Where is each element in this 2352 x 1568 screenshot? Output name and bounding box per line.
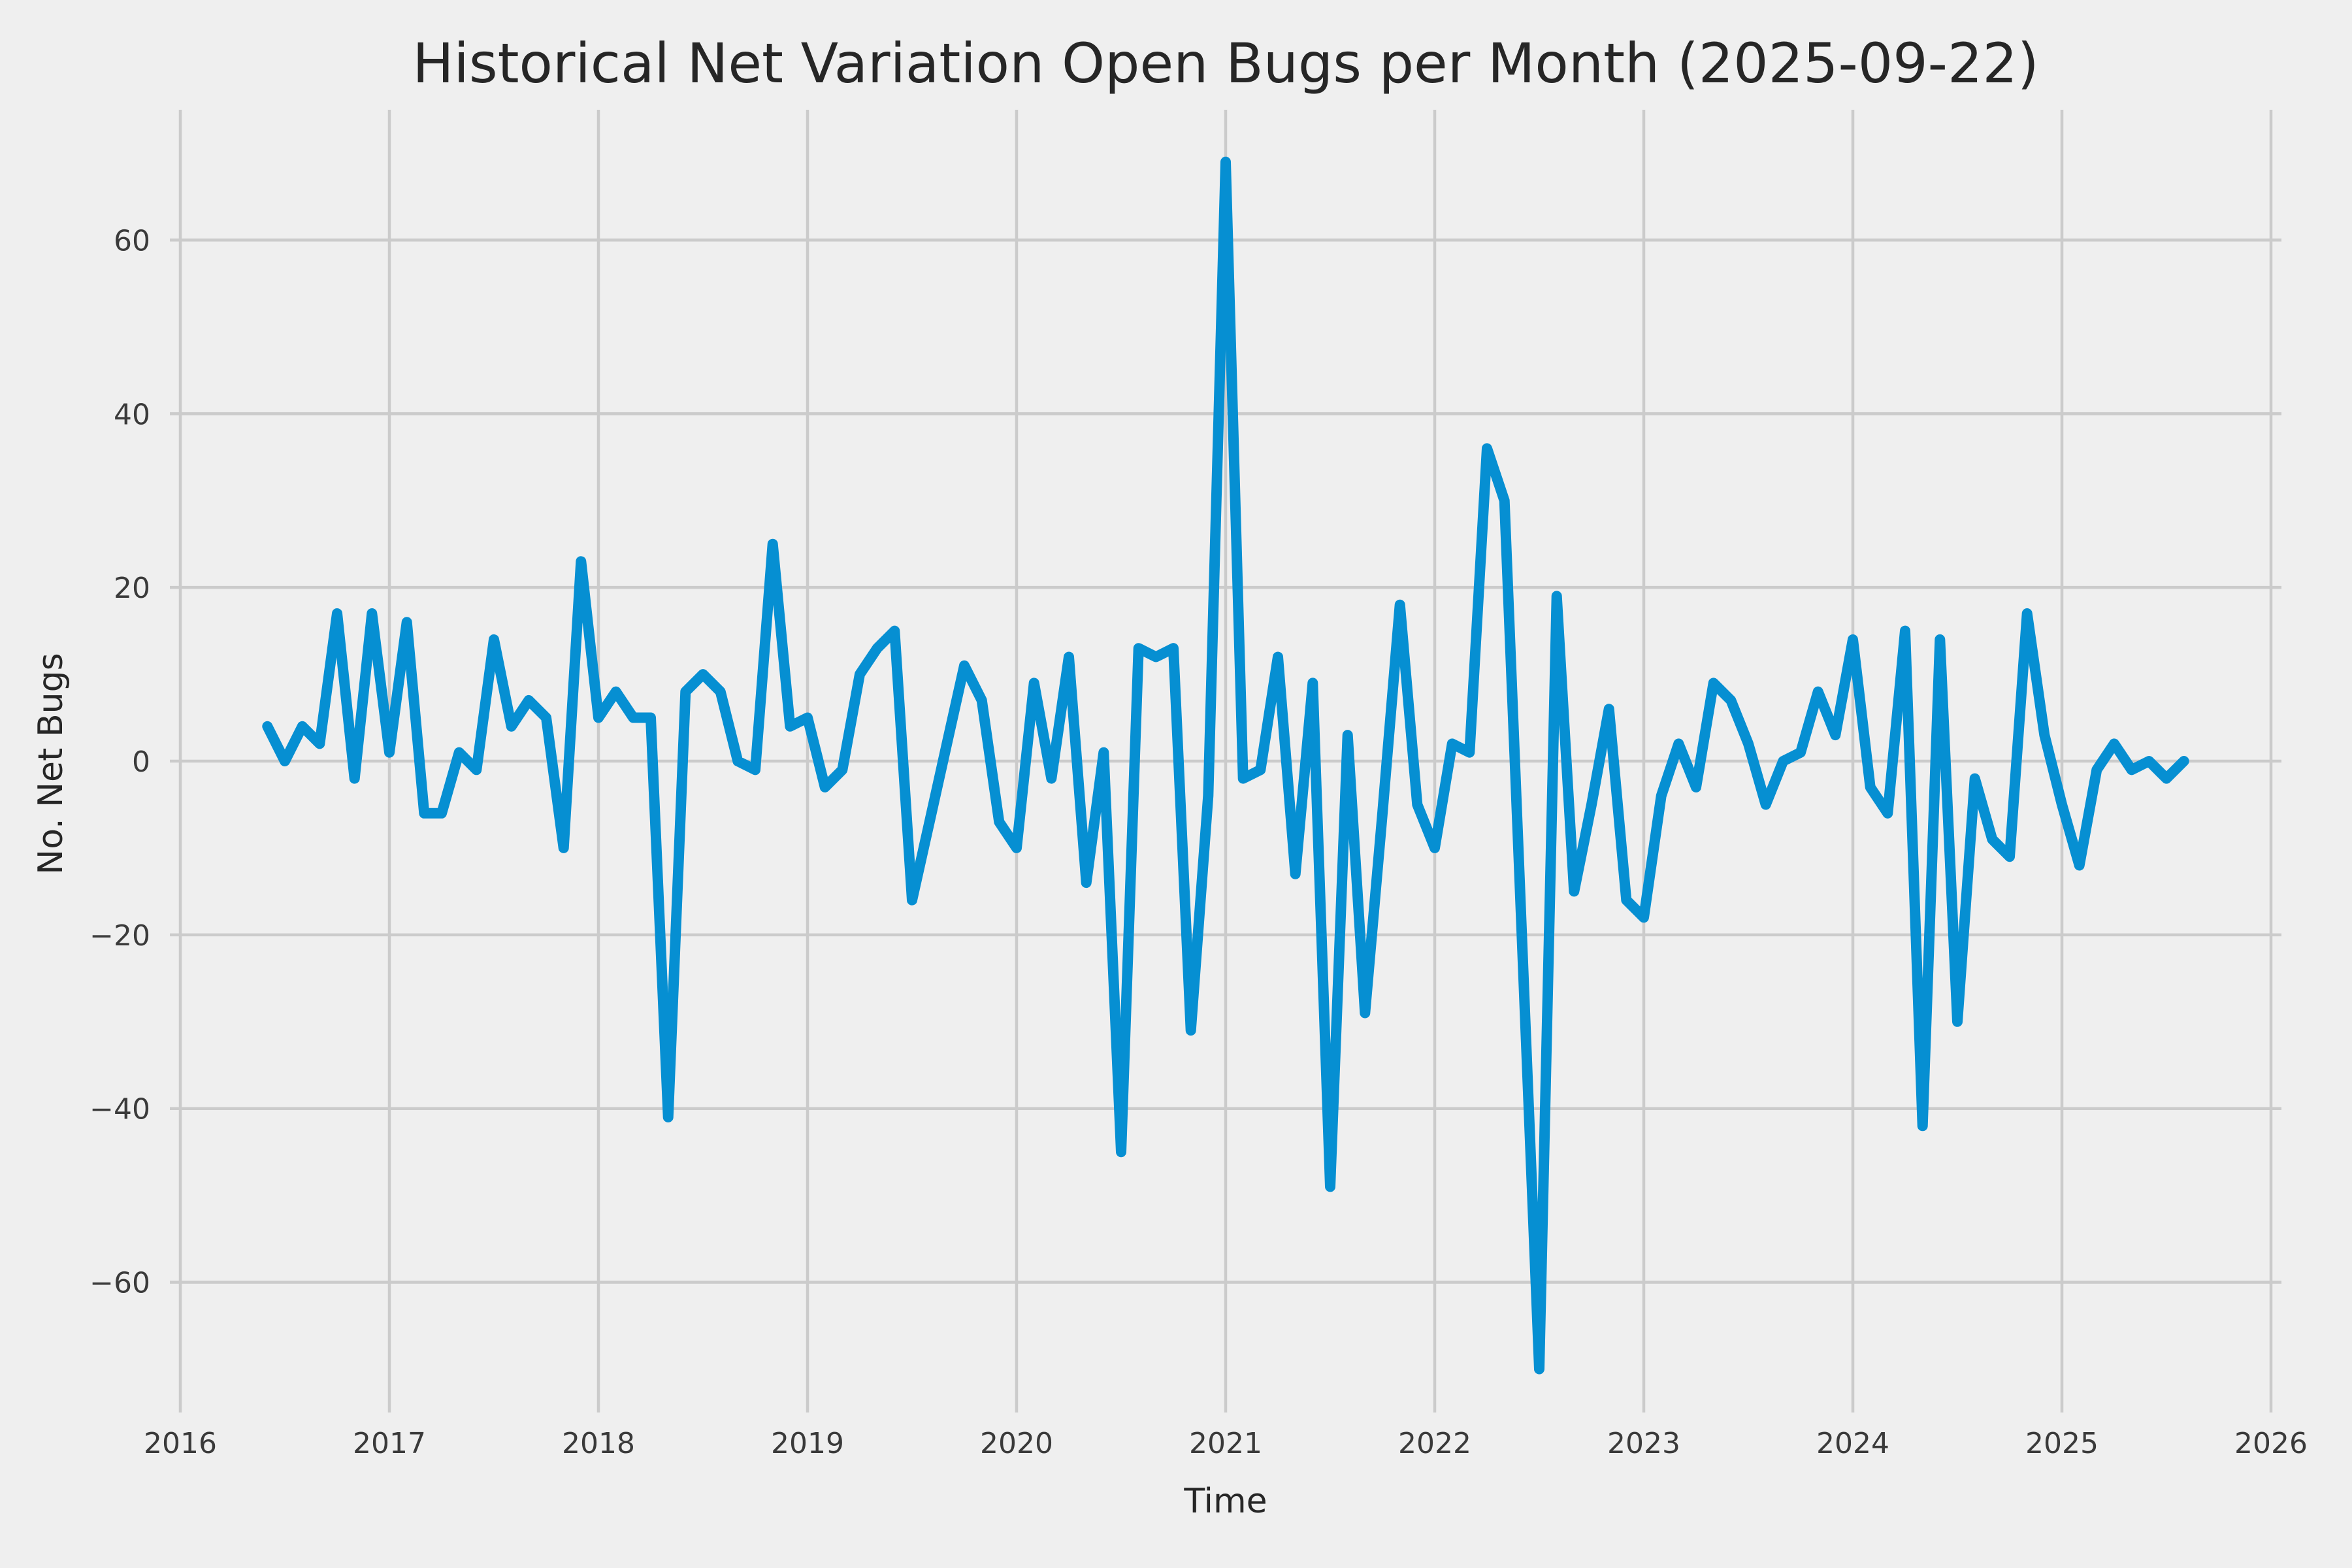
x-tick-label: 2019 xyxy=(771,1427,844,1460)
x-tick-label: 2018 xyxy=(562,1427,635,1460)
y-tick-label: 60 xyxy=(114,224,150,257)
x-tick-label: 2021 xyxy=(1189,1427,1262,1460)
x-tick-label: 2023 xyxy=(1607,1427,1680,1460)
x-tick-label: 2022 xyxy=(1398,1427,1471,1460)
chart-title: Historical Net Variation Open Bugs per M… xyxy=(412,31,2039,95)
x-tick-label: 2024 xyxy=(1816,1427,1889,1460)
y-tick-label: 40 xyxy=(114,398,150,431)
x-axis-label: Time xyxy=(1184,1482,1267,1521)
y-tick-label: 20 xyxy=(114,572,150,605)
x-tick-label: 2020 xyxy=(980,1427,1053,1460)
y-tick-label: −60 xyxy=(90,1267,150,1300)
y-axis-label: No. Net Bugs xyxy=(31,653,71,875)
series-line-net-variation-open-bugs xyxy=(262,156,2189,1375)
x-tick-label: 2016 xyxy=(144,1427,217,1460)
y-tick-label: 0 xyxy=(132,745,150,779)
y-tick-label: −20 xyxy=(90,919,150,953)
x-tick-label: 2017 xyxy=(353,1427,426,1460)
y-tick-label: −40 xyxy=(90,1093,150,1126)
x-tick-label: 2025 xyxy=(2025,1427,2099,1460)
x-tick-label: 2026 xyxy=(2234,1427,2308,1460)
